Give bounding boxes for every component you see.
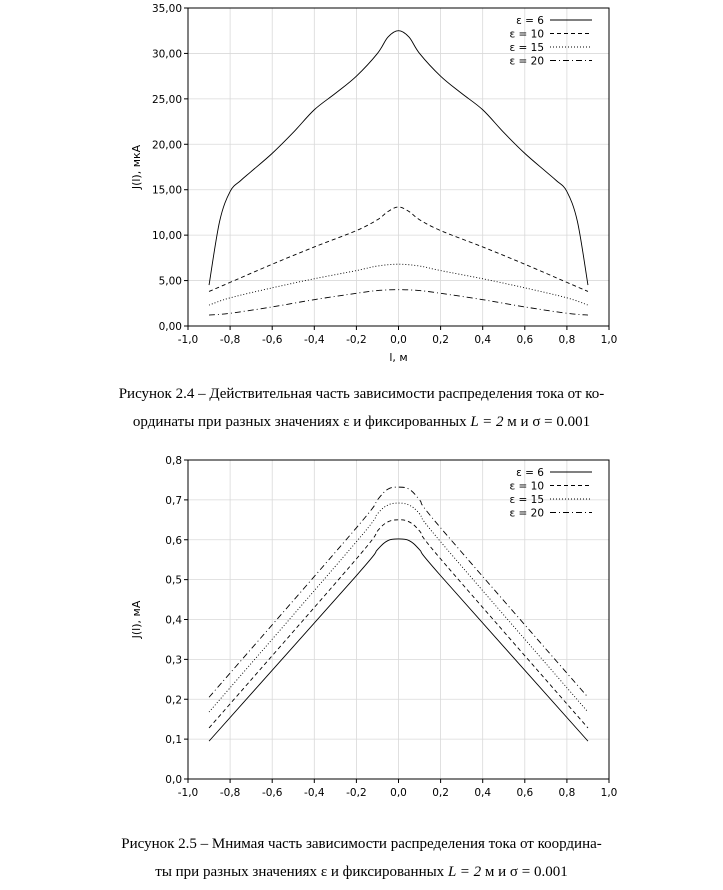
legend-entry-label: ε = 6 (516, 15, 544, 27)
caption-text: м и (484, 864, 507, 880)
y-axis-label: J(l), мА (130, 600, 143, 639)
caption-text: и фиксированных (353, 414, 467, 430)
x-tick-label: -0,2 (346, 787, 367, 799)
x-tick-label: -0,6 (262, 787, 283, 799)
chart-real-part-svg: -1,0 -0,8 -0,6 -0,4 -0,2 0,0 0,2 0,4 0,6 0,8 1,0 0,… (130, 3, 618, 364)
x-tick-label: -0,6 (262, 334, 283, 346)
y-tick-label: 0,0 (165, 774, 182, 786)
y-tick-label: 25,00 (152, 94, 182, 106)
y-tick-label: 0,3 (165, 654, 182, 666)
series-line (208, 30, 589, 286)
x-tick-label: -0,4 (304, 334, 325, 346)
y-tick-label: 0,7 (165, 495, 182, 507)
x-tick-label: 0,6 (516, 787, 533, 799)
caption-line-1: Рисунок 2.4 – Действительная часть завис… (118, 386, 605, 402)
x-tick-label: -1,0 (178, 334, 199, 346)
x-tick-label: 0,6 (516, 334, 533, 346)
x-tick-label: 0,0 (390, 334, 407, 346)
caption-text: и фиксированных (330, 864, 445, 880)
y-tick-label: 20,00 (152, 139, 182, 151)
legend-entry-label: ε = 20 (509, 508, 544, 520)
y-tick-label: 0,4 (165, 615, 182, 627)
caption-symbol: ε (320, 864, 328, 880)
chart-real-part: -1,0 -0,8 -0,6 -0,4 -0,2 0,0 0,2 0,4 0,6 0,8 1,0 0,… (0, 0, 723, 378)
caption-text: ты при разных значениях (155, 864, 318, 880)
chart-imaginary-part: -1,0 -0,8 -0,6 -0,4 -0,2 0,0 0,2 0,4 0,6 0,8 1,0 0,… (0, 452, 723, 802)
x-tick-label: 1,0 (601, 787, 618, 799)
figure-caption-2-4: Рисунок 2.4 – Действительная часть завис… (0, 380, 723, 436)
x-tick-label: -0,4 (304, 787, 325, 799)
legend-entry-label: ε = 15 (509, 494, 544, 506)
x-tick-label: 0,2 (432, 787, 449, 799)
y-tick-label: 0,00 (159, 321, 182, 333)
x-tick-label: 0,8 (559, 334, 576, 346)
caption-symbol: ε (343, 414, 350, 430)
caption-line-2: ты при разных значениях ε и фиксированны… (0, 858, 723, 886)
x-tick-label: 0,0 (390, 787, 407, 799)
series-line (208, 519, 589, 729)
y-tick-label: 5,00 (159, 276, 182, 288)
caption-sigma-expr: σ = 0.001 (532, 414, 591, 430)
y-tick-label: 0,6 (165, 535, 182, 547)
plot-frame (187, 459, 610, 780)
legend-entry-label: ε = 6 (516, 467, 544, 479)
legend-entry-label: ε = 10 (509, 481, 544, 493)
y-axis-label: J(l), мкА (130, 144, 143, 190)
legend-entry-label: ε = 20 (509, 56, 544, 68)
y-tick-label: 30,00 (152, 48, 182, 60)
legend-entry-label: ε = 15 (509, 42, 544, 54)
series-line (209, 289, 588, 316)
y-tick-label: 15,00 (152, 185, 182, 197)
y-tick-label: 0,1 (165, 734, 182, 746)
x-tick-label: -0,8 (220, 334, 241, 346)
x-tick-label: 0,4 (474, 787, 491, 799)
caption-line-2: ординаты при разных значениях ε и фиксир… (0, 408, 723, 436)
series-line (208, 502, 589, 713)
y-tick-label: 0,8 (165, 455, 182, 467)
caption-sigma-expr: σ = 0.001 (509, 864, 568, 880)
figure-caption-2-5: Рисунок 2.5 – Мнимая часть зависимости р… (0, 830, 723, 886)
x-axis-label: l, м (389, 351, 407, 364)
legend-entry-label: ε = 10 (509, 29, 544, 41)
x-tick-label: -0,2 (346, 334, 367, 346)
series-line (208, 486, 589, 698)
x-tick-label: 0,8 (559, 787, 576, 799)
x-tick-label: 0,4 (474, 334, 491, 346)
caption-text: м и (507, 414, 529, 430)
caption-text: ординаты при разных значениях (132, 414, 340, 430)
x-tick-label: 1,0 (601, 334, 618, 346)
caption-line-1: Рисунок 2.5 – Мнимая часть зависимости р… (121, 836, 602, 852)
x-tick-label: 0,2 (432, 334, 449, 346)
plot-frame (187, 7, 610, 327)
y-tick-label: 35,00 (152, 3, 182, 15)
y-tick-label: 10,00 (152, 230, 182, 242)
x-tick-label: -0,8 (220, 787, 241, 799)
x-tick-label: -1,0 (178, 787, 199, 799)
caption-l-expr: L = 2 (470, 414, 504, 430)
chart-imaginary-part-svg: -1,0 -0,8 -0,6 -0,4 -0,2 0,0 0,2 0,4 0,6 0,8 1,0 0,… (130, 455, 618, 799)
y-tick-label: 0,5 (165, 575, 182, 587)
series-line (208, 538, 589, 742)
y-tick-label: 0,2 (165, 694, 182, 706)
caption-l-expr: L = 2 (447, 864, 482, 880)
